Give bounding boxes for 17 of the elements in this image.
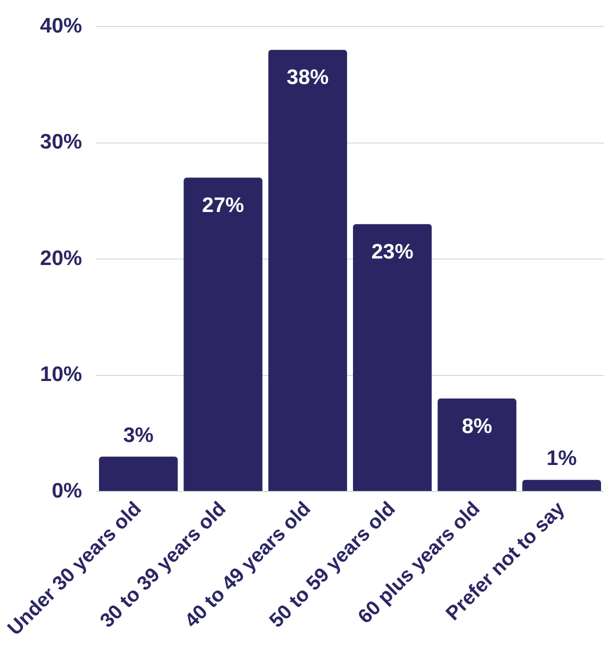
bar <box>184 178 262 491</box>
y-tick-label: 10% <box>40 363 82 386</box>
y-tick-label: 0% <box>52 479 82 502</box>
bar <box>268 50 348 491</box>
bar <box>438 398 516 491</box>
data-label: 8% <box>462 414 493 438</box>
y-tick-label: 40% <box>40 14 82 38</box>
bar <box>522 480 602 491</box>
data-label: 38% <box>286 66 330 90</box>
data-label: 23% <box>371 240 414 264</box>
data-label: 27% <box>202 194 244 217</box>
y-tick-label: 20% <box>40 246 82 270</box>
y-tick-label: 30% <box>40 130 82 154</box>
data-label: 1% <box>546 447 578 470</box>
data-label: 3% <box>123 424 154 447</box>
bar <box>99 456 178 491</box>
bar <box>352 224 432 491</box>
